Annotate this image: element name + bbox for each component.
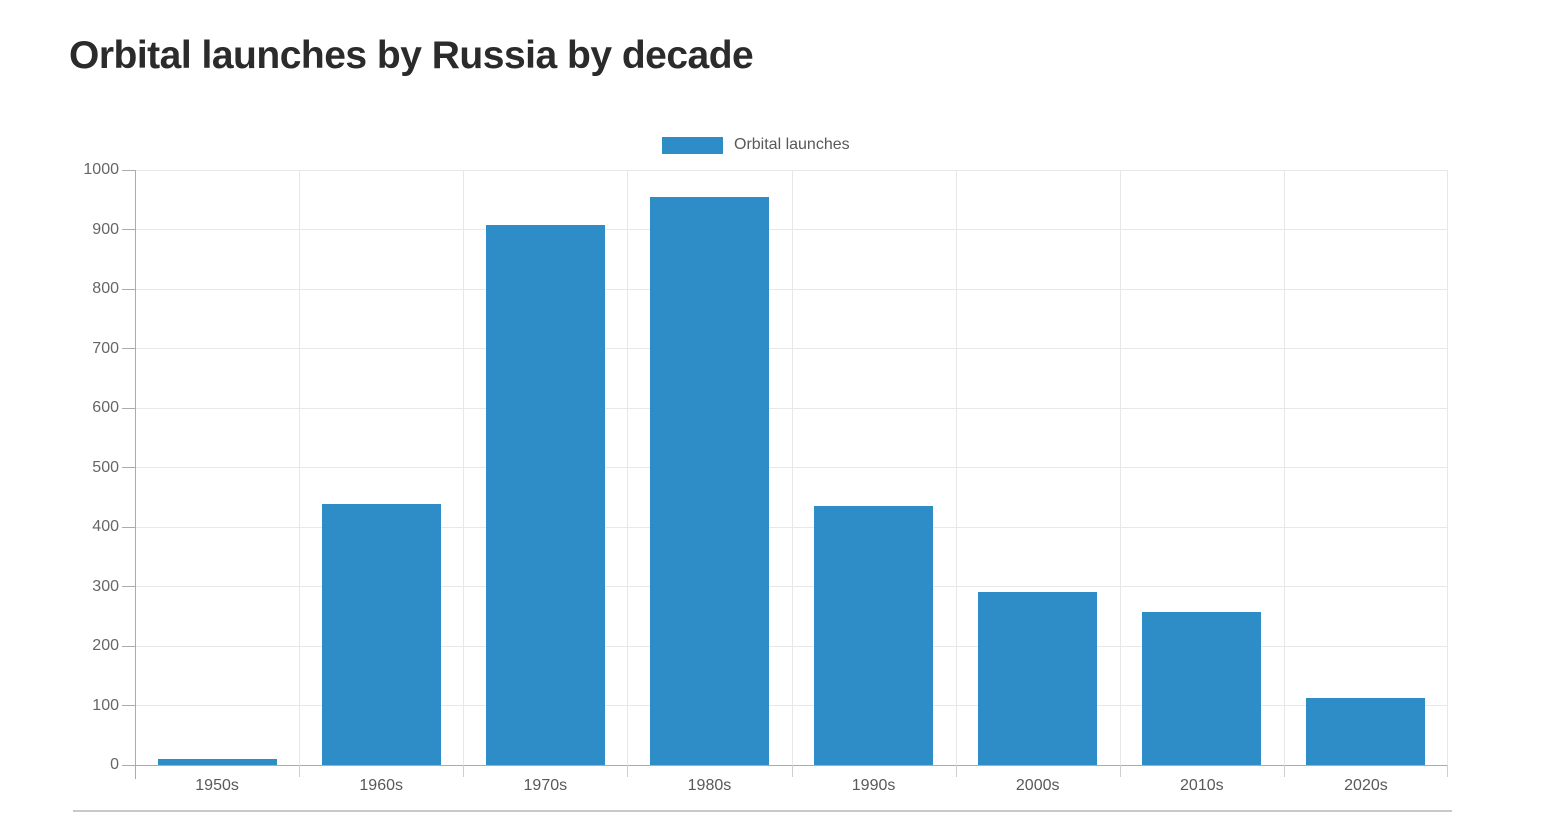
bar-1970s[interactable] bbox=[485, 224, 605, 765]
x-axis-label: 1960s bbox=[359, 777, 403, 794]
x-axis-label: 2000s bbox=[1015, 777, 1060, 794]
bottom-divider bbox=[73, 810, 1452, 812]
x-gridline bbox=[1283, 170, 1285, 765]
y-axis-label: 400 bbox=[92, 518, 119, 535]
bar-1980s[interactable] bbox=[649, 196, 769, 765]
x-axis-label: 2010s bbox=[1180, 777, 1224, 794]
y-tick-mark bbox=[122, 526, 135, 528]
bar-2000s[interactable] bbox=[978, 592, 1098, 765]
y-axis-line bbox=[135, 170, 136, 779]
x-gridline bbox=[955, 170, 957, 765]
x-tick-mark bbox=[791, 765, 793, 777]
y-axis-label: 600 bbox=[92, 399, 119, 416]
x-gridline bbox=[462, 170, 464, 765]
y-tick-mark bbox=[122, 764, 135, 766]
x-axis-label: 1980s bbox=[687, 777, 732, 794]
bar-1960s[interactable] bbox=[321, 504, 441, 765]
y-tick-mark bbox=[122, 169, 135, 171]
x-gridline bbox=[1119, 170, 1121, 765]
y-axis-label: 800 bbox=[92, 280, 119, 297]
bar-2010s[interactable] bbox=[1142, 612, 1262, 765]
x-tick-mark bbox=[955, 765, 957, 777]
chart-title: Orbital launches by Russia by decade bbox=[69, 34, 754, 77]
y-axis-label: 300 bbox=[92, 577, 119, 595]
x-gridline bbox=[1447, 170, 1448, 765]
y-axis-label: 1000 bbox=[83, 161, 119, 178]
legend-swatch[interactable] bbox=[662, 136, 723, 154]
y-tick-mark bbox=[122, 229, 135, 230]
x-tick-mark bbox=[298, 765, 300, 777]
y-tick-mark bbox=[122, 407, 135, 409]
x-axis-label: 2020s bbox=[1344, 777, 1388, 794]
x-tick-mark bbox=[1119, 765, 1121, 777]
y-axis-label: 200 bbox=[92, 637, 119, 654]
bar-1950s[interactable] bbox=[157, 759, 277, 765]
x-axis-label: 1970s bbox=[523, 777, 568, 794]
y-tick-mark bbox=[122, 467, 135, 468]
bar-1990s[interactable] bbox=[814, 505, 934, 765]
bar-2020s[interactable] bbox=[1306, 698, 1426, 765]
x-gridline bbox=[791, 170, 793, 765]
y-axis-label: 700 bbox=[92, 339, 119, 357]
y-axis-label: 900 bbox=[92, 220, 119, 238]
y-axis-label: 100 bbox=[92, 696, 119, 714]
x-tick-mark bbox=[462, 765, 464, 777]
x-gridline bbox=[298, 170, 300, 765]
x-tick-mark bbox=[1447, 765, 1448, 777]
y-tick-mark bbox=[122, 348, 135, 349]
y-axis-label: 500 bbox=[92, 458, 119, 476]
legend-label[interactable]: Orbital launches bbox=[734, 136, 850, 153]
y-axis-label: 0 bbox=[110, 756, 119, 773]
x-tick-mark bbox=[1283, 765, 1285, 777]
plot-area: 0 100 200 300 400 500 600 700 800 900 1000 1950s 196… bbox=[83, 161, 1448, 794]
x-tick-mark bbox=[626, 765, 628, 777]
y-tick-mark bbox=[122, 705, 135, 706]
x-gridline bbox=[626, 170, 628, 765]
x-axis-label: 1990s bbox=[851, 777, 896, 794]
y-tick-mark bbox=[122, 288, 135, 290]
legend[interactable]: Orbital launches bbox=[662, 136, 850, 154]
y-tick-mark bbox=[122, 586, 135, 587]
x-axis-label: 1950s bbox=[195, 777, 239, 794]
y-tick-mark bbox=[122, 645, 135, 647]
